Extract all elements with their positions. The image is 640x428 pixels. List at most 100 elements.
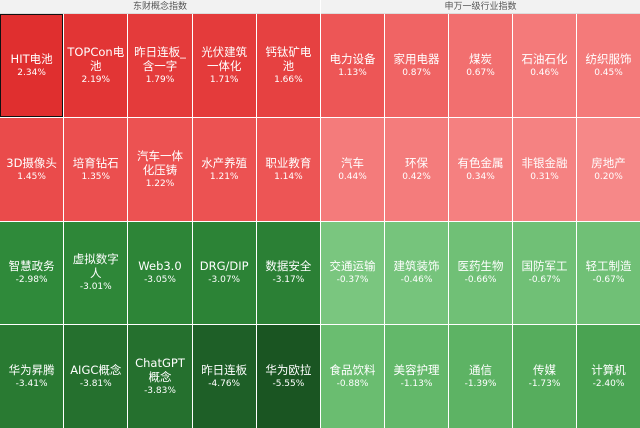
tile-name: 纺织服饰 bbox=[585, 51, 632, 66]
tile-change-percent: 0.34% bbox=[466, 171, 495, 182]
heatmap-tile[interactable]: 计算机 -2.40% bbox=[577, 325, 640, 428]
heatmap-tile[interactable]: 职业教育 1.14% bbox=[256, 117, 320, 221]
heatmap-tile[interactable]: 医药生物 -0.66% bbox=[449, 221, 512, 325]
heatmap-tile[interactable]: 食品饮料 -0.88% bbox=[321, 325, 384, 428]
heatmap-tile[interactable]: 建筑装饰 -0.46% bbox=[385, 221, 448, 325]
tile-name: 计算机 bbox=[591, 363, 626, 378]
tile-name: DRG/DIP bbox=[199, 259, 249, 274]
tile-change-percent: -1.39% bbox=[464, 379, 497, 390]
heatmap-tile[interactable]: 国防军工 -0.67% bbox=[513, 221, 576, 325]
tile-change-percent: -3.01% bbox=[79, 282, 112, 293]
heatmap-tile[interactable]: 房地产 0.20% bbox=[577, 117, 640, 221]
heatmap-tile[interactable]: 通信 -1.39% bbox=[449, 325, 512, 428]
tile-change-percent: 1.13% bbox=[338, 67, 367, 78]
tile-change-percent: -3.81% bbox=[79, 379, 112, 390]
heatmap-tile[interactable]: 有色金属 0.34% bbox=[449, 117, 512, 221]
heatmap-tile[interactable]: 华为昇腾 -3.41% bbox=[0, 325, 64, 428]
heatmap-tile[interactable]: 华为欧拉 -5.55% bbox=[256, 325, 320, 428]
heatmap-tile[interactable]: 汽车一体化压铸 1.22% bbox=[128, 117, 192, 221]
heatmap-tile[interactable]: 轻工制造 -0.67% bbox=[577, 221, 640, 325]
concept-index-title: 东财概念指数 bbox=[0, 0, 320, 14]
tile-name: 职业教育 bbox=[265, 155, 312, 170]
heatmap-tile[interactable]: ChatGPT概念 -3.83% bbox=[128, 325, 192, 428]
tile-name: HIT电池 bbox=[10, 51, 53, 66]
heatmap-tile[interactable]: HIT电池 2.34% bbox=[0, 14, 64, 117]
tile-change-percent: 1.45% bbox=[17, 171, 46, 182]
heatmap-tile[interactable]: 3D摄像头 1.45% bbox=[0, 117, 64, 221]
heatmap-tile[interactable]: Web3.0 -3.05% bbox=[128, 221, 192, 325]
tile-change-percent: 0.20% bbox=[594, 171, 623, 182]
tile-name: 环保 bbox=[405, 155, 428, 170]
tile-name: 国防军工 bbox=[521, 259, 568, 274]
tile-change-percent: 1.14% bbox=[274, 171, 303, 182]
heatmap-tile[interactable]: 汽车 0.44% bbox=[321, 117, 384, 221]
tile-change-percent: -2.98% bbox=[15, 275, 48, 286]
tile-change-percent: -0.66% bbox=[464, 275, 497, 286]
tile-name: 有色金属 bbox=[457, 155, 504, 170]
heatmap-tile[interactable]: DRG/DIP -3.07% bbox=[192, 221, 256, 325]
tile-name: 钙钛矿电池 bbox=[265, 44, 312, 73]
heatmap-tile[interactable]: 美容护理 -1.13% bbox=[385, 325, 448, 428]
tile-change-percent: -0.46% bbox=[400, 275, 433, 286]
tile-change-percent: -3.41% bbox=[15, 379, 48, 390]
tile-name: 水产养殖 bbox=[201, 155, 248, 170]
tile-change-percent: -0.67% bbox=[528, 275, 561, 286]
heatmap-tile[interactable]: 纺织服饰 0.45% bbox=[577, 14, 640, 117]
heatmap-tile[interactable]: 培育钻石 1.35% bbox=[64, 117, 128, 221]
tile-change-percent: 0.42% bbox=[402, 171, 431, 182]
tile-change-percent: 0.87% bbox=[402, 67, 431, 78]
heatmap-tile[interactable]: 煤炭 0.67% bbox=[449, 14, 512, 117]
heatmap-tile[interactable]: 电力设备 1.13% bbox=[321, 14, 384, 117]
tile-change-percent: -5.55% bbox=[272, 379, 305, 390]
tile-name: 交通运输 bbox=[329, 259, 376, 274]
industry-index-grid: 电力设备 1.13% 家用电器 0.87% 煤炭 0.67% 石油石化 0.46% 纺织服饰 0.… bbox=[321, 14, 640, 428]
tile-name: 房地产 bbox=[591, 155, 626, 170]
tile-change-percent: 1.66% bbox=[274, 74, 303, 85]
heatmap-tile[interactable]: 智慧政务 -2.98% bbox=[0, 221, 64, 325]
tile-change-percent: 0.31% bbox=[530, 171, 559, 182]
heatmap-tile[interactable]: 昨日连板 -4.76% bbox=[192, 325, 256, 428]
tile-name: TOPCon电池 bbox=[67, 44, 125, 73]
tile-change-percent: 1.22% bbox=[145, 178, 175, 189]
tile-change-percent: 1.79% bbox=[145, 74, 175, 85]
tile-change-percent: -0.88% bbox=[336, 379, 369, 390]
tile-name: 医药生物 bbox=[457, 259, 504, 274]
tile-name: 家用电器 bbox=[393, 51, 440, 66]
tile-name: 美容护理 bbox=[393, 363, 440, 378]
heatmap-tile[interactable]: 传媒 -1.73% bbox=[513, 325, 576, 428]
tile-change-percent: -0.37% bbox=[336, 275, 369, 286]
tile-change-percent: 1.21% bbox=[209, 171, 239, 182]
tile-name: 3D摄像头 bbox=[6, 155, 57, 170]
heatmap-tile[interactable]: TOPCon电池 2.19% bbox=[64, 14, 128, 117]
industry-index-title: 申万一级行业指数 bbox=[321, 0, 640, 14]
tile-name: 建筑装饰 bbox=[393, 259, 440, 274]
tile-change-percent: -0.67% bbox=[592, 275, 625, 286]
tile-change-percent: -3.07% bbox=[208, 275, 241, 286]
tile-name: 华为欧拉 bbox=[265, 363, 312, 378]
heatmap-tile[interactable]: 光伏建筑一体化 1.71% bbox=[192, 14, 256, 117]
tile-name: ChatGPT概念 bbox=[135, 356, 185, 385]
tile-name: 石油石化 bbox=[521, 51, 568, 66]
tile-name: AIGC概念 bbox=[70, 363, 122, 378]
tile-change-percent: -3.05% bbox=[144, 275, 176, 286]
heatmap-tile[interactable]: 钙钛矿电池 1.66% bbox=[256, 14, 320, 117]
tile-name: 昨日连板_含一字 bbox=[134, 44, 186, 73]
heatmap-tile[interactable]: 非银金融 0.31% bbox=[513, 117, 576, 221]
tile-name: 轻工制造 bbox=[585, 259, 632, 274]
heatmap-tile[interactable]: 环保 0.42% bbox=[385, 117, 448, 221]
tile-name: 食品饮料 bbox=[329, 363, 376, 378]
heatmap-tile[interactable]: 数据安全 -3.17% bbox=[256, 221, 320, 325]
tile-name: 昨日连板 bbox=[201, 363, 248, 378]
heatmap-tile[interactable]: 交通运输 -0.37% bbox=[321, 221, 384, 325]
tile-change-percent: -2.40% bbox=[592, 379, 625, 390]
tile-name: 传媒 bbox=[533, 363, 556, 378]
heatmap-tile[interactable]: 水产养殖 1.21% bbox=[192, 117, 256, 221]
heatmap-tile[interactable]: 昨日连板_含一字 1.79% bbox=[128, 14, 192, 117]
heatmap-tile[interactable]: 家用电器 0.87% bbox=[385, 14, 448, 117]
tile-name: 虚拟数字人 bbox=[72, 252, 119, 281]
tile-name: 煤炭 bbox=[469, 51, 492, 66]
heatmap-tile[interactable]: 石油石化 0.46% bbox=[513, 14, 576, 117]
heatmap-tile[interactable]: 虚拟数字人 -3.01% bbox=[64, 221, 128, 325]
heatmap-tile[interactable]: AIGC概念 -3.81% bbox=[64, 325, 128, 428]
